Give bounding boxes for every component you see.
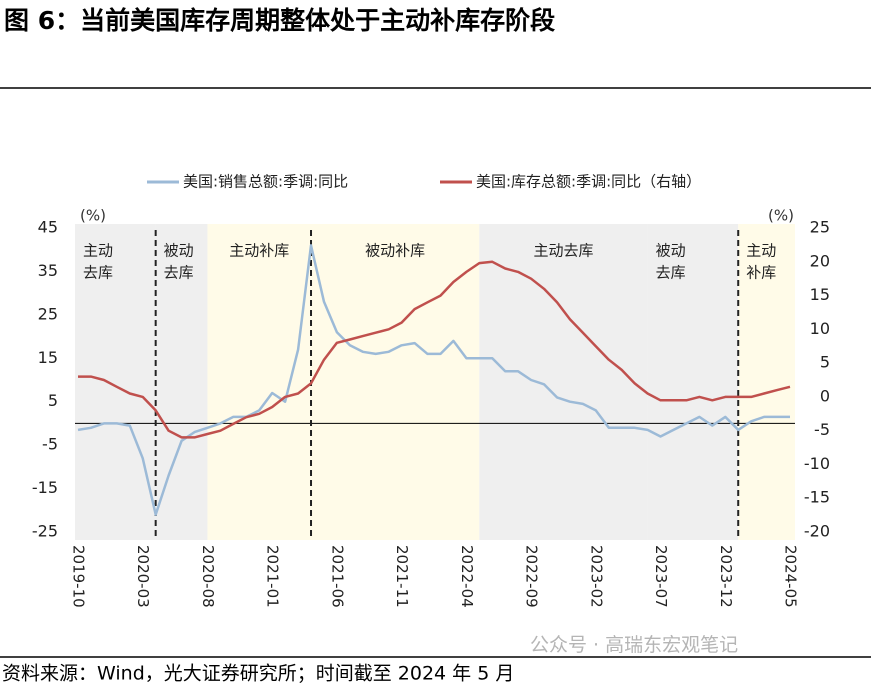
y2-tick-label: 0 [820,386,830,405]
series-line [77,244,790,516]
y2-tick-label: -20 [804,522,830,541]
period-label: 主动 [83,242,113,260]
y-tick-label: -5 [42,435,58,454]
x-tick-label: 2023-12 [717,545,735,608]
series-line [78,260,791,439]
y2-axis-label: (%) [768,207,794,225]
watermark: 公众号 · 高瑞东宏观笔记 [530,634,738,656]
period-label: 主动 [746,242,776,260]
y-tick-label: -15 [32,478,58,497]
period-label: 主动去库 [533,242,593,260]
y-tick-label: 25 [38,304,58,323]
x-tick-label: 2024-05 [782,545,800,608]
y2-tick-label: -10 [804,454,830,473]
x-tick-label: 2021-06 [328,545,346,608]
period-band [311,224,480,540]
y-tick-label: 35 [38,261,58,280]
y-tick-label: -25 [32,522,58,541]
x-tick-label: 2023-07 [652,545,670,608]
period-label: 去库 [164,264,194,282]
y2-tick-label: 25 [810,218,830,237]
period-label: 被动 [164,242,194,260]
y-tick-label: 15 [38,348,58,367]
x-tick-label: 2021-11 [393,545,411,608]
period-band [479,224,648,540]
period-label: 去库 [656,264,686,282]
period-band [738,224,795,540]
period-label: 被动 [656,242,686,260]
period-band [207,224,312,540]
y2-tick-label: 10 [810,319,830,338]
x-tick-label: 2023-02 [587,545,605,608]
x-tick-label: 2020-03 [134,545,152,608]
period-label: 被动补库 [365,242,425,260]
legend-label: 美国:销售总额:季调:同比 [183,173,348,191]
y-axis-label: (%) [80,207,106,225]
x-tick-label: 2022-09 [523,545,541,608]
source-note: 资料来源：Wind，光大证券研究所；时间截至 2024 年 5 月 [2,663,514,685]
x-tick-label: 2020-08 [199,545,217,608]
legend-label: 美国:库存总额:季调:同比（右轴） [476,173,701,191]
y2-tick-label: 15 [810,285,830,304]
y-tick-label: 5 [48,391,58,410]
y-tick-label: 45 [38,218,58,237]
y2-tick-label: -5 [814,420,830,439]
y2-tick-label: 20 [810,251,830,270]
period-label: 主动补库 [229,242,289,260]
y2-tick-label: -15 [804,488,830,507]
x-tick-label: 2022-04 [458,545,476,608]
y2-tick-label: 5 [820,353,830,372]
period-band [647,224,739,540]
x-tick-label: 2021-01 [264,545,282,608]
x-tick-label: 2019-10 [70,545,88,608]
period-band [75,224,156,540]
chart-title: 图 6：当前美国库存周期整体处于主动补库存阶段 [4,6,555,35]
period-label: 补库 [746,264,776,282]
period-label: 去库 [83,264,113,282]
